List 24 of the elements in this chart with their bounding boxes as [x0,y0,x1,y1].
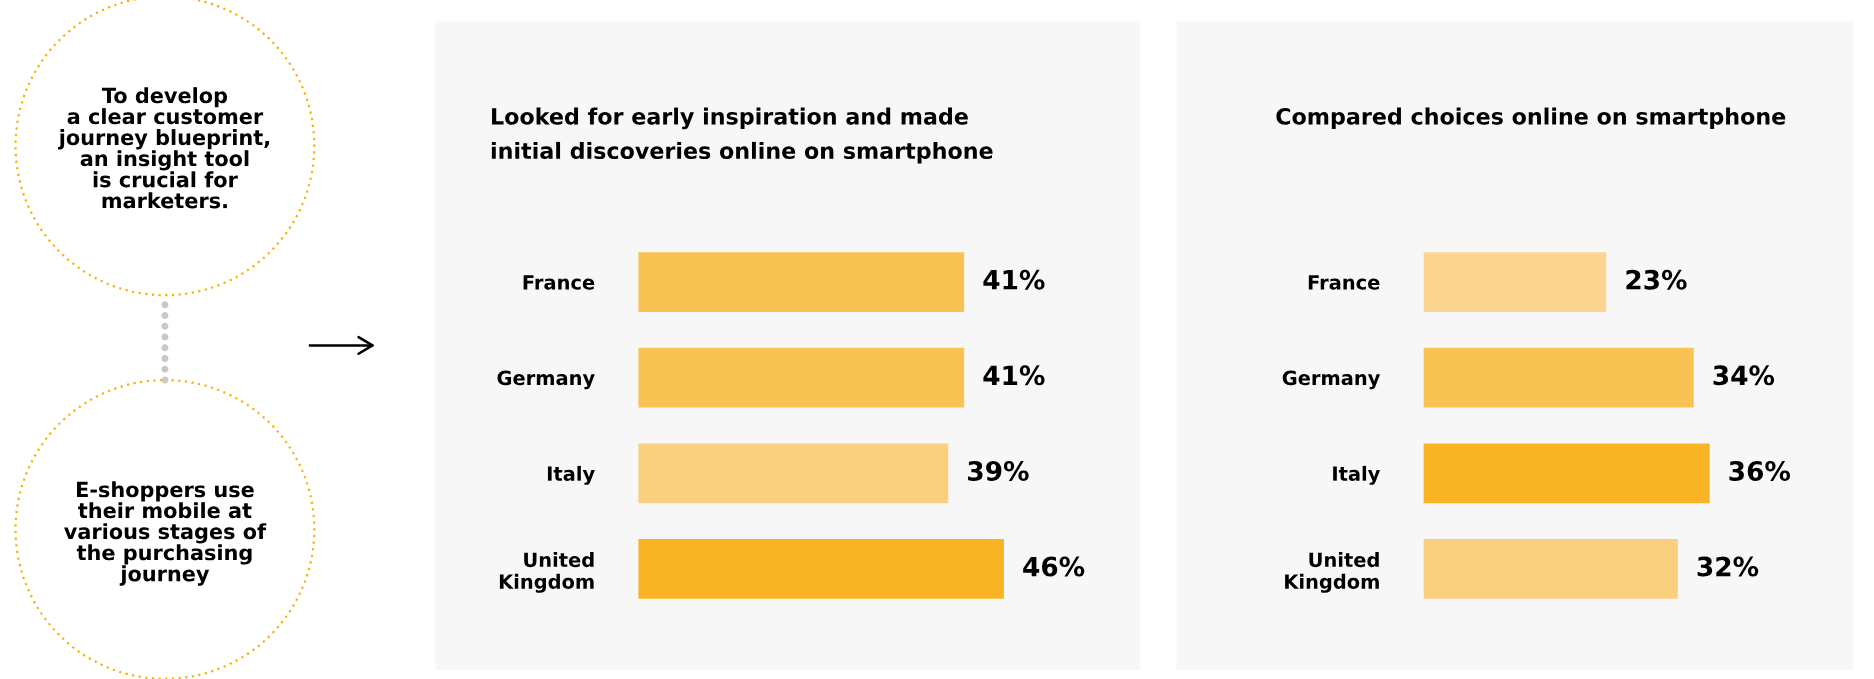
data-label: 34% [1713,365,1775,386]
y-tick-label: France [1308,275,1380,290]
data-label: 41% [983,269,1045,290]
chart-title: Looked for early inspiration and made initial discoveries online on smartphone [491,107,993,164]
y-tick-label: United Kingdom [499,552,594,593]
text: To develop a clear customer journey blueprint, an insight tool is crucial for marketers. [58,87,270,209]
data-label: 32% [1697,556,1759,577]
y-tick-label: Germany [1282,370,1381,390]
y-tick-label: Germany [497,370,595,390]
bar [1423,347,1694,408]
bar [1423,252,1607,312]
y-tick-label: United Kingdom [1285,552,1379,593]
data-label: 39% [968,460,1029,481]
data-label: 41% [983,365,1045,386]
y-tick-label: Italy [1333,465,1381,485]
bar [1423,539,1678,599]
y-tick-label: France [523,275,595,290]
text: E-shoppers use their mobile at various stages of the purchasing journey [64,481,267,586]
data-label: 36% [1729,460,1791,481]
data-label: 23% [1626,269,1687,290]
bar [1423,443,1710,504]
y-tick-label: Italy [547,465,595,485]
chart-title: Compared choices online on smartphone [1276,107,1786,130]
data-label: 46% [1023,556,1085,577]
